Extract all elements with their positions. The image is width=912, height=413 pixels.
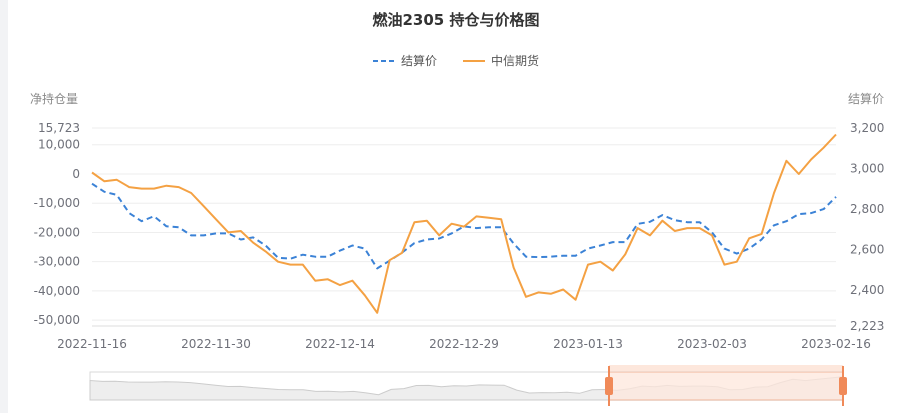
legend-citic-swatch: [463, 59, 485, 62]
legend-citic-label: 中信期货: [491, 54, 540, 68]
left-axis-name: 净持仓量: [30, 92, 79, 106]
left-axis-ticks: 15,723 10,000 0 -10,000 -20,000 -30,000 -40,00…: [34, 121, 80, 327]
left-tick-label: -40,000: [34, 284, 80, 298]
left-tick-label: 15,723: [38, 121, 80, 135]
x-tick-label: 2022-12-29: [429, 337, 499, 351]
zoom-move-bar: [609, 365, 843, 371]
x-tick-label: 2022-12-14: [305, 337, 375, 351]
zoom-handle-start[interactable]: [605, 366, 613, 406]
left-tick-label: 10,000: [38, 138, 80, 152]
right-axis-name: 结算价: [848, 92, 885, 106]
series-line-citic: [91, 133, 837, 314]
zoom-handle-end[interactable]: [839, 366, 847, 406]
legend-item-citic[interactable]: 中信期货: [463, 52, 539, 69]
x-tick-label: 2023-02-16: [801, 337, 871, 351]
x-tick-label: 2022-11-30: [181, 337, 251, 351]
right-tick-label: 3,200: [850, 121, 884, 135]
x-tick-label: 2022-11-16: [57, 337, 127, 351]
legend-settle-swatch: [372, 59, 395, 62]
x-tick-label: 2023-02-03: [677, 337, 747, 351]
data-zoom-slider: [89, 365, 847, 406]
left-tick-label: -50,000: [34, 313, 80, 327]
right-tick-label: 2,223: [850, 319, 884, 333]
right-tick-label: 2,400: [850, 283, 884, 297]
chart-title: 燃油2305 持仓与价格图: [372, 11, 540, 29]
zoom-handle-grip: [605, 377, 613, 395]
zoom-handle-grip: [839, 377, 847, 395]
left-tick-label: 0: [72, 167, 80, 181]
left-tick-label: -10,000: [34, 196, 80, 210]
legend-item-settle[interactable]: 结算价: [372, 52, 437, 69]
right-tick-label: 2,800: [850, 202, 884, 216]
grid-lines: [92, 127, 836, 327]
right-tick-label: 2,600: [850, 243, 884, 257]
legend: 结算价 中信期货: [0, 52, 912, 69]
series-lines: [91, 133, 837, 314]
x-tick-label: 2023-01-13: [553, 337, 623, 351]
legend-settle-label: 结算价: [400, 54, 437, 68]
left-tick-label: -30,000: [34, 255, 80, 269]
right-axis-ticks: 3,200 3,000 2,800 2,600 2,400 2,223: [850, 121, 884, 333]
left-edge-strip: [0, 0, 8, 413]
left-tick-label: -20,000: [34, 225, 80, 239]
right-tick-label: 3,000: [850, 162, 884, 176]
x-axis-ticks: 2022-11-16 2022-11-30 2022-12-14 2022-12-29…: [57, 337, 871, 351]
zoom-selected-window: [608, 371, 844, 401]
